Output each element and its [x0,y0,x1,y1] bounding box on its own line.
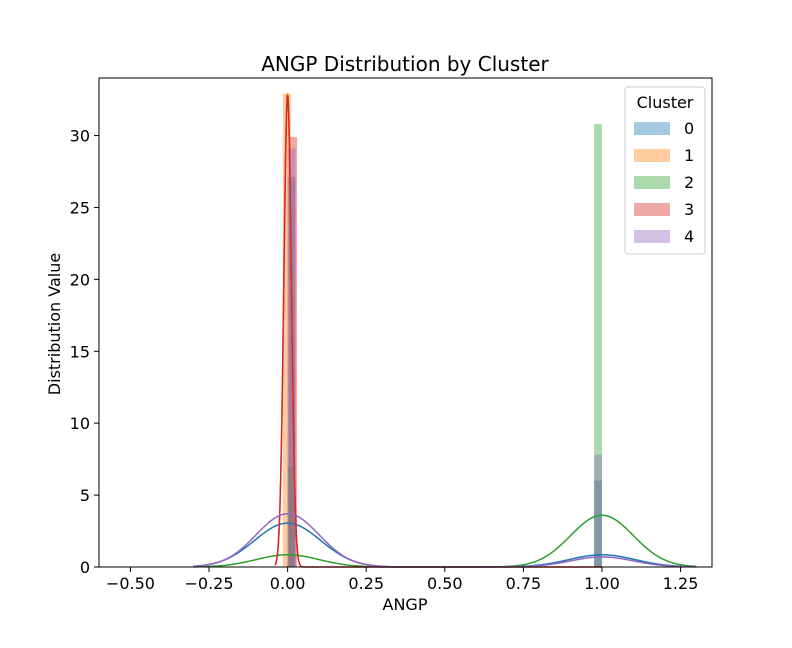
legend-title: Cluster [637,93,694,112]
legend-swatch-3 [634,203,670,216]
bar-cluster-0-1 [594,480,602,567]
legend-box [624,86,706,255]
x-tick-label: −0.25 [185,574,234,593]
bar-cluster-4-0 [287,148,296,568]
bar-cluster-4-1 [594,454,602,567]
y-tick-label: 0 [80,558,90,577]
x-axis-label: ANGP [383,595,428,614]
y-tick-label: 30 [70,127,90,146]
y-axis: 0 5 10 15 20 25 30 [70,127,99,577]
legend-swatch-1 [634,149,670,162]
bar-cluster-3-0 [289,136,298,567]
x-tick-label: 0.00 [270,574,306,593]
legend-label-3: 3 [684,200,694,219]
y-axis-label: Distribution Value [45,253,64,395]
legend-label-2: 2 [684,173,694,192]
y-tick-label: 5 [80,486,90,505]
bar-cluster-0-0 [287,177,296,568]
y-tick-label: 10 [70,414,90,433]
legend-label-0: 0 [684,119,694,138]
legend-label-1: 1 [684,146,694,165]
legend: Cluster 0 1 2 3 4 [624,86,706,255]
axes-frame [98,77,713,568]
x-tick-label: 1.00 [584,574,620,593]
x-tick-label: 0.75 [506,574,542,593]
legend-swatch-4 [634,230,670,243]
bar-cluster-2-0 [287,466,296,567]
x-tick-label: −0.50 [106,574,155,593]
legend-swatch-2 [634,176,670,189]
x-tick-label: 1.25 [663,574,699,593]
x-tick-label: 0.25 [348,574,384,593]
y-tick-label: 25 [70,198,90,217]
x-axis: −0.50 −0.25 0.00 0.25 0.50 0.75 1.00 1.25 [106,567,698,593]
bar-cluster-2-1 [594,124,602,567]
chart-title: ANGP Distribution by Cluster [261,52,549,76]
bar-cluster-1-0 [282,93,291,567]
legend-swatch-0 [634,122,670,135]
x-tick-label: 0.50 [427,574,463,593]
y-tick-label: 20 [70,270,90,289]
legend-label-4: 4 [684,227,694,246]
y-tick-label: 15 [70,342,90,361]
